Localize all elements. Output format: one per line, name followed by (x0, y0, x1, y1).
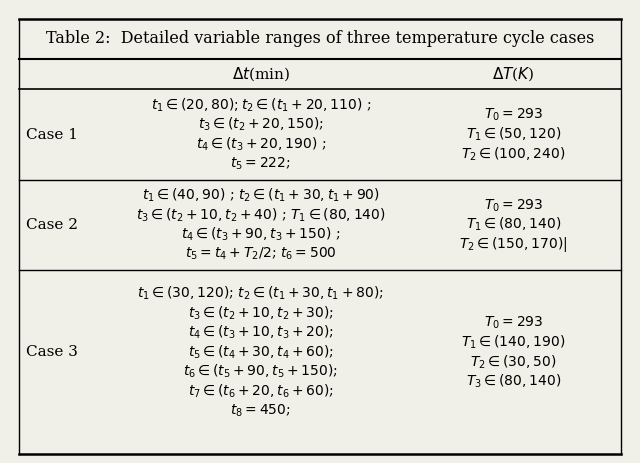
Text: $t_8 = 450$;: $t_8 = 450$; (230, 402, 291, 419)
Text: $T_2 \in (150, 170)$|: $T_2 \in (150, 170)$| (460, 235, 568, 254)
Text: $t_5 = 222$;: $t_5 = 222$; (230, 156, 291, 172)
Text: $t_4 \in (t_3 + 10, t_3 + 20)$;: $t_4 \in (t_3 + 10, t_3 + 20)$; (188, 324, 334, 341)
Text: $t_5 \in (t_4 + 30, t_4 + 60)$;: $t_5 \in (t_4 + 30, t_4 + 60)$; (188, 344, 334, 361)
Text: $T_2 \in (100, 240)$: $T_2 \in (100, 240)$ (461, 145, 566, 163)
Text: $t_5 = t_4 + T_2/2$; $t_6 = 500$: $t_5 = t_4 + T_2/2$; $t_6 = 500$ (185, 246, 337, 262)
Text: $t_6 \in (t_5 + 90, t_5 + 150)$;: $t_6 \in (t_5 + 90, t_5 + 150)$; (183, 363, 339, 380)
Text: $t_1 \in (20, 80); t_2 \in (t_1 + 20, 110)$ ;: $t_1 \in (20, 80); t_2 \in (t_1 + 20, 11… (150, 97, 371, 114)
Text: $T_0 = 293$: $T_0 = 293$ (484, 197, 543, 213)
Text: $t_1 \in (30, 120)$; $t_2 \in (t_1 + 30, t_1 + 80)$;: $t_1 \in (30, 120)$; $t_2 \in (t_1 + 30,… (138, 285, 384, 302)
Text: $T_0 = 293$: $T_0 = 293$ (484, 315, 543, 331)
Text: $t_3 \in (t_2 + 10, t_2 + 30)$;: $t_3 \in (t_2 + 10, t_2 + 30)$; (188, 305, 334, 322)
Text: $T_1 \in (50, 120)$: $T_1 \in (50, 120)$ (466, 126, 561, 143)
Text: $t_4 \in (t_3 + 20, 190)$ ;: $t_4 \in (t_3 + 20, 190)$ ; (196, 136, 326, 153)
Text: $t_1 \in (40, 90)$ ; $t_2 \in (t_1 + 30, t_1 + 90)$: $t_1 \in (40, 90)$ ; $t_2 \in (t_1 + 30,… (142, 187, 380, 204)
Text: $\Delta T$($K$): $\Delta T$($K$) (492, 65, 535, 83)
Text: $T_1 \in (80, 140)$: $T_1 \in (80, 140)$ (466, 216, 561, 233)
Text: $\Delta t$(min): $\Delta t$(min) (232, 65, 290, 83)
Text: $T_1 \in (140, 190)$: $T_1 \in (140, 190)$ (461, 334, 566, 351)
Text: $t_3 \in (t_2 + 10, t_2 + 40)$ ; $T_1 \in (80, 140)$: $t_3 \in (t_2 + 10, t_2 + 40)$ ; $T_1 \i… (136, 206, 386, 224)
Text: Table 2:  Detailed variable ranges of three temperature cycle cases: Table 2: Detailed variable ranges of thr… (46, 31, 594, 47)
Text: $T_0 = 293$: $T_0 = 293$ (484, 107, 543, 123)
Text: $t_4 \in (t_3 + 90, t_3 + 150)$ ;: $t_4 \in (t_3 + 90, t_3 + 150)$ ; (181, 226, 340, 243)
Text: $T_3 \in (80, 140)$: $T_3 \in (80, 140)$ (466, 373, 561, 390)
Text: $T_2 \in (30, 50)$: $T_2 \in (30, 50)$ (470, 353, 557, 370)
Text: Case 3: Case 3 (26, 345, 77, 359)
Text: Case 1: Case 1 (26, 127, 77, 142)
Text: $t_7 \in (t_6 + 20, t_6 + 60)$;: $t_7 \in (t_6 + 20, t_6 + 60)$; (188, 382, 334, 400)
Text: $t_3 \in (t_2 + 20, 150)$;: $t_3 \in (t_2 + 20, 150)$; (198, 116, 324, 133)
Text: Case 2: Case 2 (26, 218, 77, 232)
